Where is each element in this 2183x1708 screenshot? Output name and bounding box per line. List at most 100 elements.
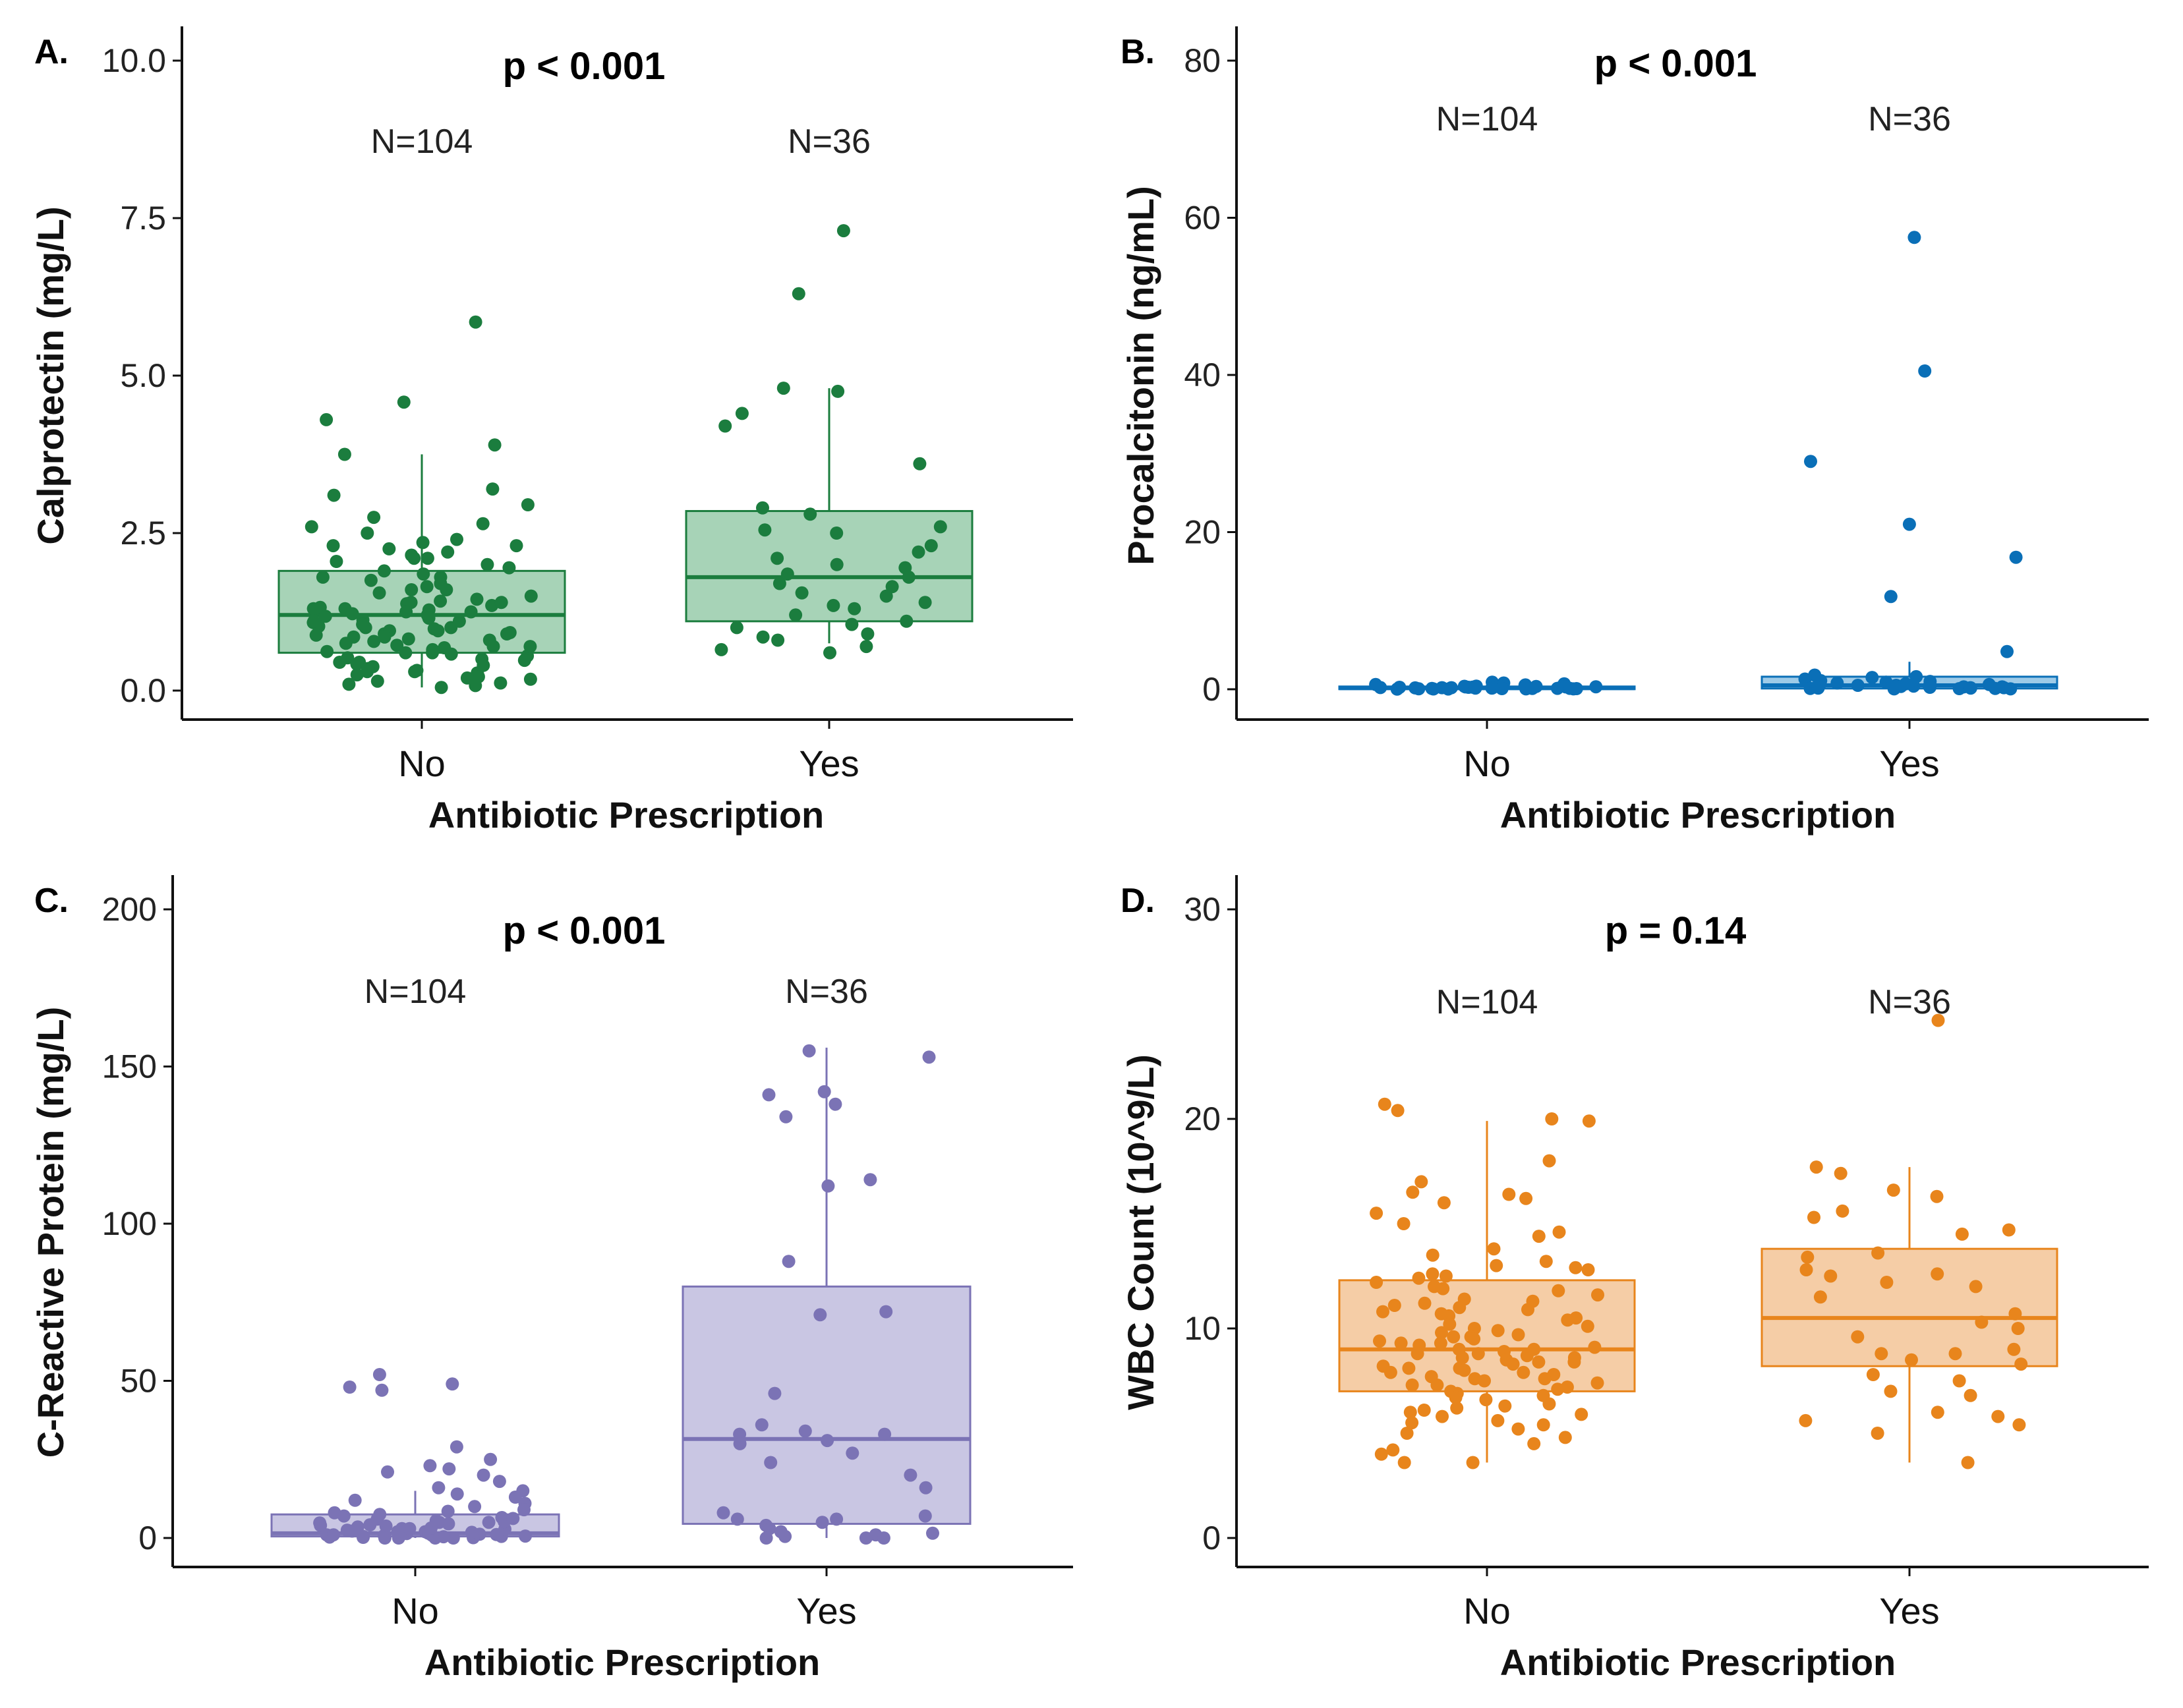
data-point-no — [1551, 1382, 1565, 1396]
data-point-yes — [859, 1531, 873, 1545]
data-point-no — [327, 488, 341, 502]
data-point-yes — [1836, 1204, 1849, 1218]
data-point-no — [357, 1529, 370, 1543]
n-label-no: N=104 — [371, 123, 473, 161]
data-point-no — [326, 1528, 340, 1542]
data-point-yes — [918, 1509, 932, 1523]
data-point-no — [1552, 1284, 1565, 1297]
data-point-no — [372, 586, 386, 600]
n-label-yes: N=36 — [788, 123, 871, 161]
data-point-no — [1387, 1299, 1401, 1312]
y-tick-label: 40 — [1184, 356, 1221, 393]
data-point-no — [1434, 1307, 1448, 1321]
data-point-yes — [764, 1456, 778, 1469]
data-point-yes — [863, 1173, 877, 1187]
data-point-yes — [861, 627, 875, 640]
data-point-no — [1532, 1355, 1546, 1369]
data-point-no — [1471, 1347, 1485, 1361]
data-point-no — [502, 561, 516, 575]
data-point-yes — [1851, 679, 1865, 692]
data-point-yes — [803, 507, 817, 521]
panel-label: A. — [34, 33, 69, 71]
data-point-no — [1437, 1196, 1451, 1210]
data-point-yes — [848, 602, 861, 615]
data-point-no — [1479, 1393, 1493, 1407]
data-point-yes — [2000, 644, 2014, 658]
data-point-yes — [918, 596, 932, 610]
data-point-yes — [755, 1418, 769, 1432]
y-tick-label: 50 — [120, 1363, 157, 1400]
data-point-no — [446, 1377, 459, 1391]
data-point-no — [333, 656, 347, 669]
data-point-yes — [821, 1434, 834, 1448]
data-point-yes — [756, 630, 770, 644]
data-point-no — [1527, 1437, 1541, 1450]
data-point-no — [1511, 1422, 1525, 1436]
data-point-yes — [827, 598, 840, 612]
data-point-yes — [1851, 1330, 1865, 1344]
y-tick-label: 0 — [1202, 671, 1221, 708]
category-label-no: No — [392, 1590, 439, 1632]
data-point-no — [508, 1491, 522, 1504]
data-point-yes — [831, 384, 845, 398]
data-point-no — [403, 1522, 417, 1535]
data-point-yes — [782, 1255, 796, 1268]
data-point-yes — [1879, 675, 1893, 689]
data-point-yes — [1982, 677, 1996, 691]
x-axis-title: Antibiotic Prescription — [428, 794, 825, 836]
data-point-no — [446, 1531, 460, 1545]
data-point-no — [408, 665, 422, 679]
data-point-no — [434, 681, 448, 695]
n-label-no: N=104 — [1436, 100, 1538, 138]
data-point-yes — [1991, 1409, 2005, 1423]
data-point-no — [1519, 1191, 1533, 1205]
data-point-yes — [924, 539, 938, 553]
data-point-no — [422, 612, 436, 625]
data-point-yes — [845, 617, 859, 631]
data-point-no — [431, 624, 445, 638]
data-point-no — [524, 589, 538, 603]
data-point-no — [1538, 1372, 1552, 1386]
data-point-no — [488, 438, 502, 452]
n-label-no: N=104 — [1436, 983, 1538, 1021]
data-point-yes — [846, 1446, 859, 1460]
data-point-no — [1430, 1378, 1444, 1392]
data-point-yes — [830, 557, 844, 571]
panel-label: B. — [1121, 33, 1155, 71]
data-point-no — [1386, 1443, 1400, 1457]
data-point-yes — [2011, 1322, 2025, 1335]
data-point-yes — [1804, 455, 1817, 469]
data-point-yes — [758, 523, 772, 537]
y-axis-title: Procalcitonin (ng/mL) — [1120, 186, 1161, 565]
data-point-no — [337, 1509, 351, 1523]
data-point-no — [423, 1459, 437, 1473]
data-point-yes — [830, 527, 844, 540]
data-point-yes — [913, 457, 927, 470]
data-point-no — [1378, 1097, 1391, 1111]
data-point-no — [1467, 1332, 1481, 1346]
data-point-no — [486, 482, 500, 496]
data-point-no — [1370, 1207, 1383, 1220]
data-point-no — [1536, 1418, 1550, 1432]
data-point-no — [1469, 679, 1483, 693]
data-point-no — [372, 1368, 386, 1381]
data-point-yes — [1931, 1267, 1944, 1281]
data-point-yes — [733, 1437, 747, 1450]
data-point-yes — [2014, 1357, 2028, 1371]
data-point-no — [436, 1530, 450, 1544]
data-point-no — [1542, 1397, 1556, 1411]
data-point-no — [1532, 1230, 1546, 1243]
data-point-no — [1376, 1305, 1389, 1319]
data-point-no — [313, 1516, 327, 1530]
data-point-no — [391, 1525, 405, 1539]
data-point-no — [1525, 681, 1539, 695]
category-label-yes: Yes — [796, 1590, 856, 1632]
data-point-yes — [1955, 1227, 1969, 1241]
data-point-no — [469, 679, 482, 693]
data-point-no — [342, 677, 356, 691]
data-point-no — [424, 1521, 438, 1535]
data-point-no — [1411, 1347, 1424, 1361]
data-point-yes — [919, 1481, 933, 1494]
